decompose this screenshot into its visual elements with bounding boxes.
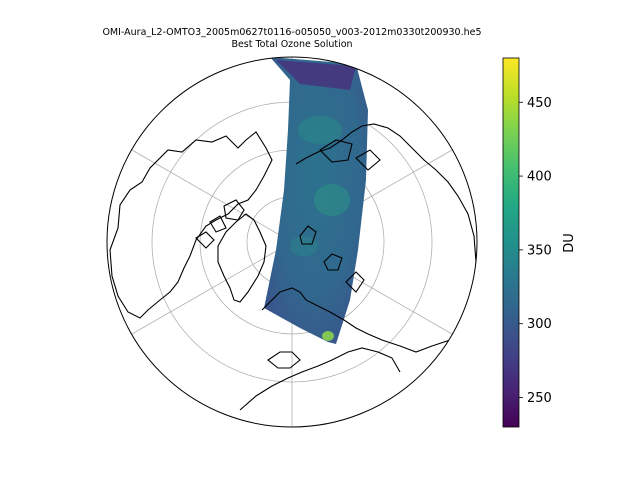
graticule-meridian (131, 149, 293, 243)
coastline-island (223, 199, 245, 221)
coastlines (109, 123, 477, 411)
coastline-greenland (217, 213, 267, 303)
colorbar-tick-label: 350 (527, 243, 552, 258)
coastline-island (299, 225, 317, 245)
colorbar-tick-label: 300 (527, 317, 552, 332)
coastline-island (323, 253, 343, 271)
swath-highlight (298, 116, 342, 144)
coastline-island (345, 271, 365, 293)
coastline-island (355, 149, 381, 171)
swath-highlight (314, 184, 350, 216)
colorbar-tick-label: 450 (527, 96, 552, 111)
swath-high-ozone-spot (322, 331, 334, 341)
coastline-island (267, 351, 301, 369)
colorbar-tick-label: 400 (527, 170, 552, 185)
swath-low-ozone-band (276, 60, 356, 90)
colorbar: 250 300 350 400 450 DU (502, 57, 577, 428)
coastline-island (195, 231, 215, 249)
swath-highlight (290, 236, 318, 256)
colorbar-ticks: 250 300 350 400 450 (519, 96, 552, 406)
graticule-meridian (131, 241, 293, 335)
figure-title: OMI-Aura_L2-OMTO3_2005m0627t0116-o05050_… (102, 27, 482, 38)
coastline-island (209, 215, 227, 233)
globe-boundary (106, 56, 478, 428)
coastline-south-asia (239, 347, 401, 411)
swath-path (264, 57, 368, 344)
figure-subtitle: Best Total Ozone Solution (231, 39, 353, 50)
ozone-swath (264, 57, 368, 344)
colorbar-ramp (502, 57, 520, 428)
coastline-north-america (109, 131, 273, 319)
colorbar-tick-label: 250 (527, 391, 552, 406)
colorbar-unit-label: DU (562, 233, 577, 253)
coastline-island (319, 139, 353, 163)
